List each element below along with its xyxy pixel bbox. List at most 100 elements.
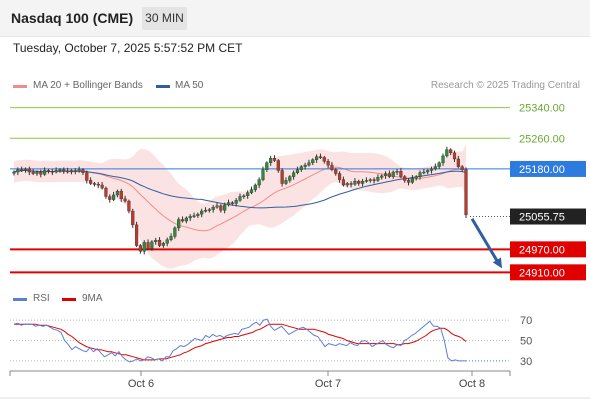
candle-body (223, 204, 227, 211)
candle-body (173, 227, 177, 237)
candle-body (368, 179, 372, 181)
ma9-line (14, 323, 467, 361)
candle-body (123, 198, 127, 202)
candle-body (196, 213, 200, 216)
candle-body (89, 180, 93, 184)
candle-body (157, 239, 162, 246)
candle-body (433, 166, 437, 170)
candle-body (272, 158, 277, 161)
legend-label-rsi: RSI (33, 293, 50, 304)
legend-swatch-rsi (13, 298, 27, 301)
candle-body (138, 245, 143, 252)
candle-body (360, 180, 365, 184)
candle-body (150, 241, 154, 249)
timeframe-badge[interactable]: 30 MIN (142, 7, 187, 30)
candle-body (387, 173, 391, 177)
level-label-box-4 (510, 264, 586, 281)
candle-body (54, 170, 58, 173)
candle-body (452, 152, 457, 160)
candle-body (104, 187, 108, 197)
candle-body (345, 183, 349, 186)
candle-body (326, 161, 330, 166)
candle-body (353, 180, 357, 185)
candle-body (27, 168, 31, 173)
last-price-box (510, 208, 586, 225)
level-label-2: 25180.00 (519, 164, 565, 176)
candle-body (307, 162, 311, 166)
candle-body (43, 170, 47, 175)
candle-body (146, 242, 150, 249)
candle-body (134, 224, 139, 246)
candle-body (115, 190, 120, 196)
candle-body (23, 168, 28, 171)
candle-body (372, 179, 376, 181)
candle-body (234, 200, 238, 204)
candle-body (215, 205, 219, 208)
legend-label-ma20: MA 20 + Bollinger Bands (33, 80, 143, 91)
candle-body (35, 171, 39, 174)
candle-body (410, 177, 414, 183)
candle-body (246, 192, 250, 196)
candle-body (31, 171, 35, 174)
candle-body (96, 184, 100, 186)
candle-body (349, 183, 353, 185)
candle-body (219, 205, 223, 211)
candle-body (12, 171, 16, 174)
candle-body (242, 195, 246, 197)
candle-body (200, 210, 204, 215)
rsi-tick-label-1: 50 (520, 336, 532, 348)
candle-body (380, 175, 384, 178)
rsi-tick-label-0: 70 (520, 315, 532, 327)
candle-body (192, 215, 196, 217)
rsi-line (13, 318, 466, 363)
candle-body (318, 156, 323, 158)
candle-body (257, 179, 261, 186)
candle-body (429, 168, 434, 171)
candle-body (119, 190, 123, 200)
candle-body (188, 216, 192, 219)
last-price-label: 25055.75 (519, 212, 565, 224)
candle-body (226, 202, 231, 206)
candle-body (127, 200, 131, 212)
candle-body (261, 169, 265, 180)
candle-body (364, 180, 369, 182)
candle-body (303, 164, 307, 167)
candle-body (111, 194, 116, 200)
candle-body (154, 239, 158, 242)
candle-body (69, 170, 74, 173)
candle-body (276, 160, 280, 171)
candle-body (16, 169, 20, 173)
candle-body (288, 176, 292, 181)
candle-body (169, 236, 173, 240)
candle-body (58, 169, 62, 171)
candle-body (383, 173, 388, 177)
candle-body (39, 171, 43, 175)
level-label-0: 25340.00 (519, 103, 565, 115)
candle-body (311, 159, 315, 164)
candle-body (299, 166, 303, 170)
timestamp: Tuesday, October 7, 2025 5:57:52 PM CET (13, 41, 243, 55)
legend-swatch-9ma (62, 298, 76, 301)
level-label-1: 25260.00 (519, 133, 565, 145)
candle-body (73, 170, 77, 172)
candle-body (184, 217, 188, 222)
candle-body (399, 171, 403, 177)
candle-body (161, 243, 165, 246)
legend-label-9ma: 9MA (82, 293, 103, 304)
candle-body (85, 172, 89, 181)
candle-body (280, 170, 284, 184)
candle-body (437, 162, 441, 167)
candle-body (403, 176, 407, 181)
candle-body (395, 171, 399, 173)
candle-body (292, 172, 296, 177)
candle-body (422, 171, 426, 174)
candle-body (180, 219, 185, 222)
candle-body (322, 157, 326, 162)
candle-body (295, 169, 300, 173)
legend-label-ma50: MA 50 (175, 80, 204, 91)
candle-body (337, 173, 342, 180)
candle-body (66, 170, 70, 173)
candle-body (426, 170, 430, 173)
rsi-tick-label-2: 30 (520, 356, 532, 368)
x-tick-label-2: Oct 8 (459, 378, 485, 390)
